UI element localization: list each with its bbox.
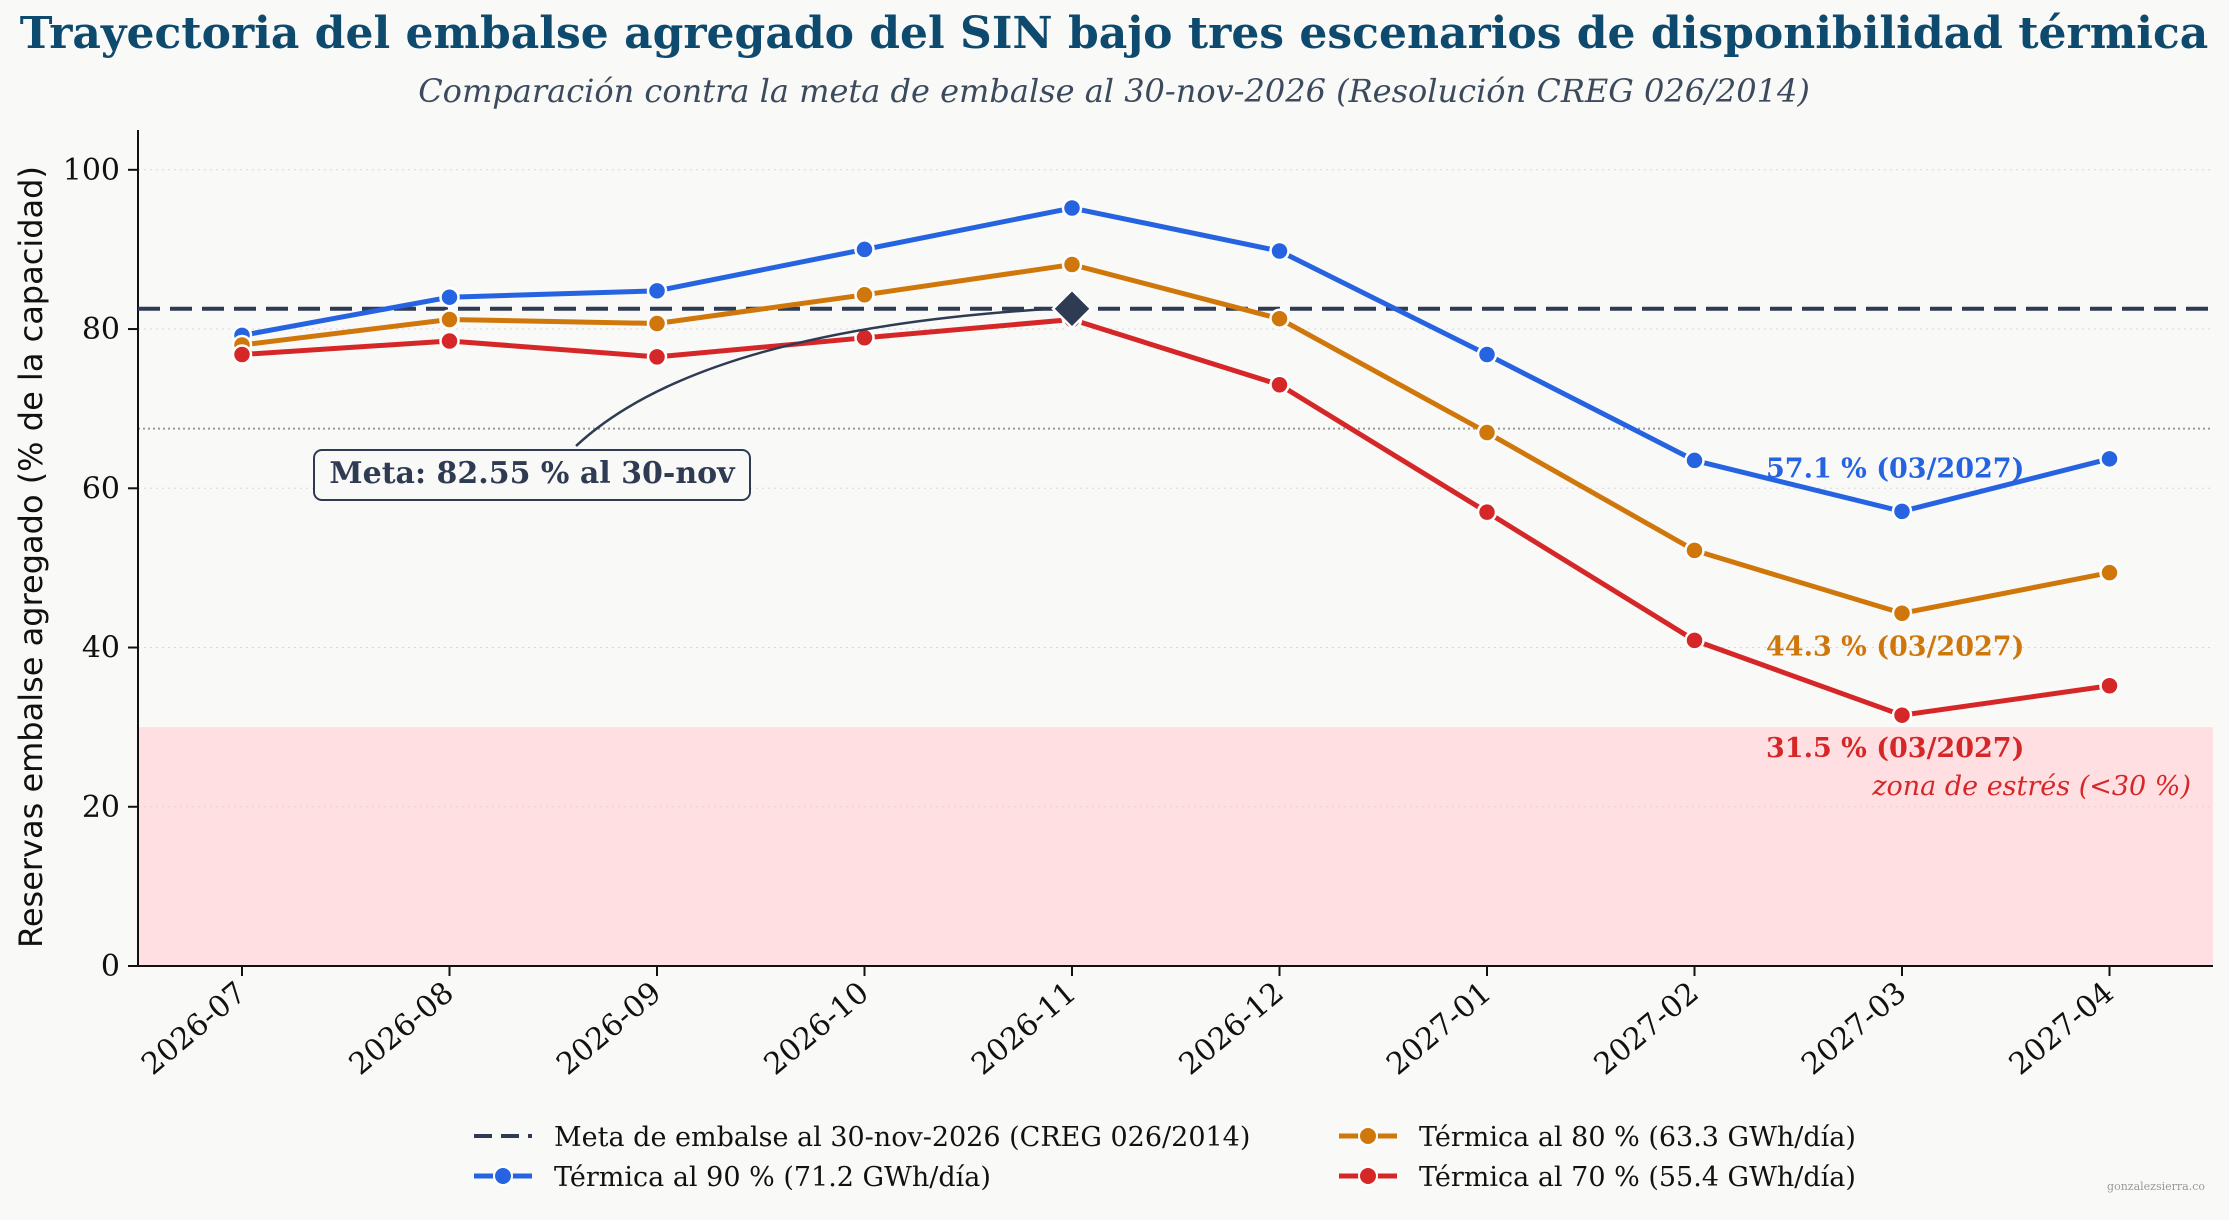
y-tick-label: 40 (82, 631, 120, 666)
annotation-text: Meta: 82.55 % al 30-nov (329, 456, 736, 491)
watermark: gonzalezsierra.co (2107, 1180, 2205, 1193)
stress-zone (138, 727, 2213, 966)
data-point (1476, 422, 1498, 443)
data-point (231, 344, 253, 365)
data-point (646, 346, 668, 368)
legend-item: Meta de embalse al 30-nov-2026 (CREG 026… (474, 1122, 1250, 1153)
legend-item: Térmica al 80 % (63.3 GWh/día) (1339, 1122, 1856, 1153)
y-axis-label: Reservas embalse agregado (% de la capac… (12, 166, 50, 948)
data-point (854, 239, 875, 260)
data-point (1684, 540, 1705, 561)
data-point (1476, 344, 1498, 365)
chart-title: Trayectoria del embalse agregado del SIN… (20, 8, 2209, 59)
series-line (241, 205, 2111, 514)
chart-subtitle: Comparación contra la meta de embalse al… (418, 72, 1810, 110)
end-label: 57.1 % (03/2027) (1766, 453, 2024, 484)
series-line (241, 316, 2110, 718)
legend-item: Térmica al 90 % (71.2 GWh/día) (474, 1162, 991, 1193)
data-point (2099, 562, 2120, 583)
end-label: 44.3 % (03/2027) (1766, 631, 2024, 662)
y-tick-label: 80 (82, 312, 120, 347)
data-point (1061, 197, 1083, 219)
data-point (439, 330, 460, 352)
y-tick-label: 100 (63, 153, 120, 188)
data-point (439, 309, 460, 330)
y-tick-label: 0 (101, 949, 120, 984)
stress-zone-label: zona de estrés (<30 %) (1871, 771, 2191, 802)
y-tick-label: 60 (82, 471, 120, 506)
legend-item: Térmica al 70 % (55.4 GWh/día) (1339, 1162, 1856, 1193)
data-point (2099, 448, 2120, 470)
data-point (646, 280, 668, 302)
series-line (241, 262, 2110, 616)
legend-label: Meta de embalse al 30-nov-2026 (CREG 026… (554, 1122, 1250, 1153)
data-point (2099, 675, 2120, 696)
legend-marker (1358, 1166, 1378, 1186)
legend: Meta de embalse al 30-nov-2026 (CREG 026… (474, 1122, 1856, 1193)
data-point (1269, 374, 1290, 396)
data-point (1891, 501, 1913, 522)
data-point (1061, 254, 1083, 275)
target-marker (1051, 287, 1093, 330)
data-point (1684, 630, 1705, 651)
legend-label: Térmica al 90 % (71.2 GWh/día) (554, 1162, 991, 1193)
annotation-arrow (575, 307, 1053, 447)
data-point (1269, 240, 1290, 262)
data-point (1269, 308, 1290, 329)
data-point (439, 286, 460, 308)
y-tick-label: 20 (82, 790, 120, 825)
annotation-box (313, 449, 751, 501)
end-label: 31.5 % (03/2027) (1766, 733, 2024, 764)
legend-label: Térmica al 80 % (63.3 GWh/día) (1419, 1122, 1856, 1153)
data-point (1476, 501, 1498, 523)
legend-marker (493, 1166, 513, 1186)
data-point (646, 313, 668, 334)
data-point (1891, 603, 1913, 624)
data-point (1891, 704, 1913, 726)
legend-label: Térmica al 70 % (55.4 GWh/día) (1419, 1162, 1856, 1193)
legend-marker (1358, 1126, 1378, 1146)
data-point (854, 284, 875, 306)
data-point (1684, 450, 1705, 471)
